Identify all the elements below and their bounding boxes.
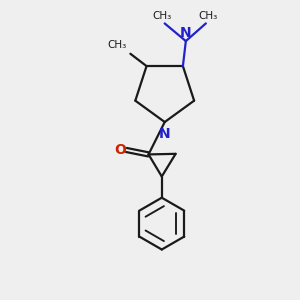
Text: N: N xyxy=(180,26,192,40)
Text: CH₃: CH₃ xyxy=(108,40,127,50)
Text: N: N xyxy=(159,127,170,141)
Text: O: O xyxy=(114,143,126,157)
Text: CH₃: CH₃ xyxy=(199,11,218,21)
Text: CH₃: CH₃ xyxy=(153,11,172,21)
